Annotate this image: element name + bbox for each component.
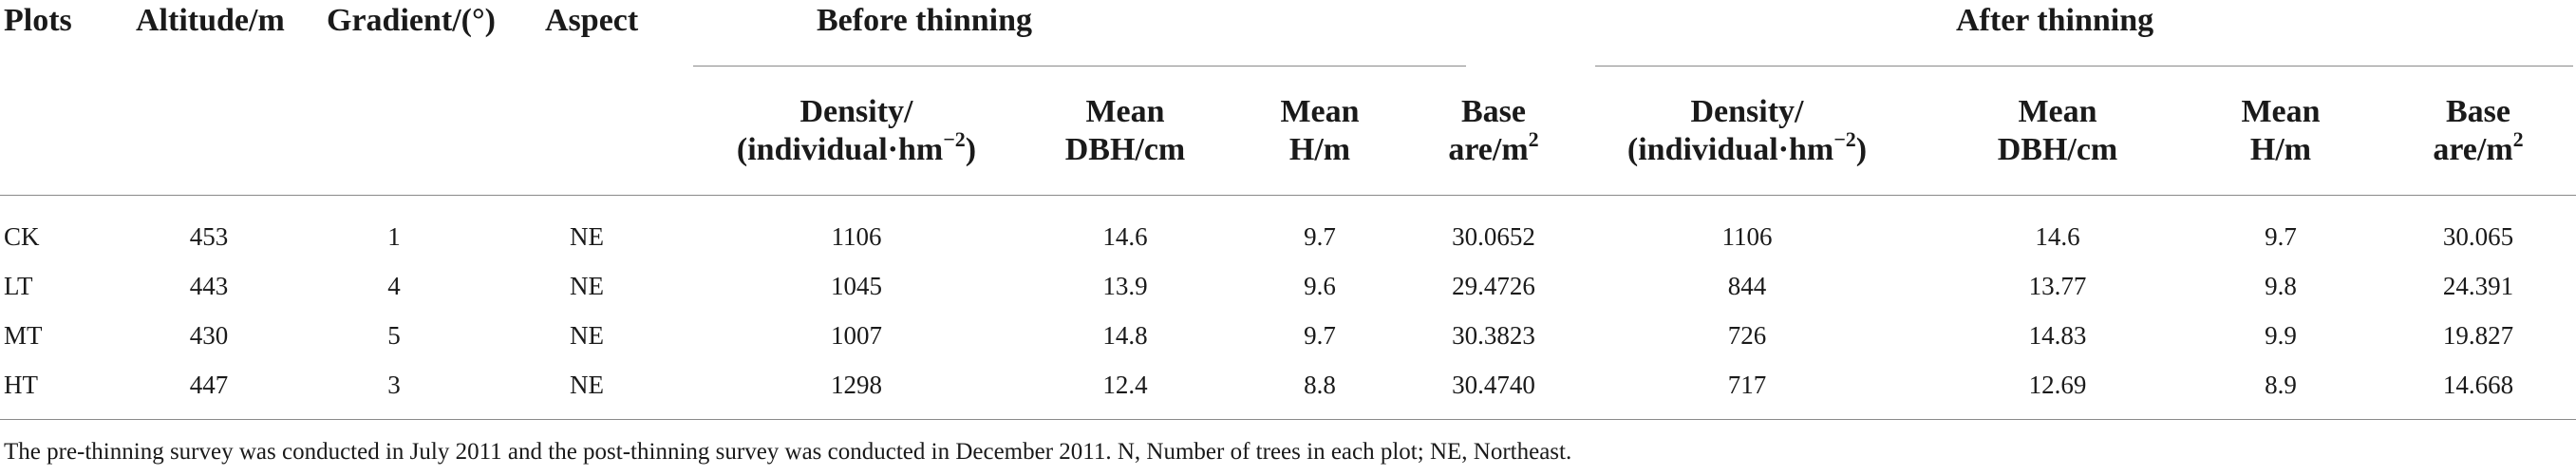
table-cell-after-h: 9.9 xyxy=(2265,321,2297,350)
table-cell-before-base: 30.3823 xyxy=(1452,321,1535,350)
header-before-mean-dbh: Mean DBH/cm xyxy=(1064,94,1186,167)
table-cell-before-dbh: 13.9 xyxy=(1102,272,1148,300)
table-cell-aspect: NE xyxy=(570,321,604,350)
table-cell-after-base: 19.827 xyxy=(2442,321,2514,350)
header-after-density: Density/ (individual·hm−2) xyxy=(1626,94,1868,167)
table-cell-after-dbh: 14.6 xyxy=(2035,222,2080,251)
header-altitude: Altitude/m xyxy=(136,3,285,38)
table-cell-after-base: 24.391 xyxy=(2442,272,2514,300)
header-before-base-area: Base are/m2 xyxy=(1448,94,1539,167)
table-cell-after-density: 1106 xyxy=(1721,222,1773,251)
header-before-thinning: Before thinning xyxy=(817,3,1033,38)
table-cell-after-dbh: 14.83 xyxy=(2028,321,2087,350)
table-cell-altitude: 447 xyxy=(189,371,229,399)
table-cell-after-density: 726 xyxy=(1727,321,1767,350)
header-before-density: Density/ (individual·hm−2) xyxy=(714,93,999,169)
table-cell-before-base: 30.0652 xyxy=(1452,222,1535,251)
table-cell-before-dbh: 14.8 xyxy=(1102,321,1148,350)
header-bottom-rule xyxy=(0,195,2576,196)
header-plots: Plots xyxy=(4,3,72,38)
table-cell-gradient: 1 xyxy=(387,222,401,251)
table-cell-gradient: 4 xyxy=(387,272,401,300)
after-group-rule xyxy=(1595,66,2573,67)
table-bottom-rule xyxy=(0,419,2576,420)
table-cell-before-density: 1045 xyxy=(831,272,882,300)
table-cell-before-h: 9.7 xyxy=(1304,222,1336,251)
table-cell-before-h: 8.8 xyxy=(1304,371,1336,399)
table-cell-before-h: 9.6 xyxy=(1304,272,1336,300)
table-cell-after-dbh: 12.69 xyxy=(2028,371,2087,399)
table-cell-altitude: 443 xyxy=(189,272,229,300)
table-cell-before-density: 1007 xyxy=(831,321,882,350)
table-cell-before-dbh: 14.6 xyxy=(1102,222,1148,251)
table-cell-gradient: 3 xyxy=(387,371,401,399)
table-cell-altitude: 430 xyxy=(189,321,229,350)
table-cell-after-dbh: 13.77 xyxy=(2028,272,2087,300)
table-cell-after-h: 9.8 xyxy=(2265,272,2297,300)
table-cell-after-density: 844 xyxy=(1727,272,1767,300)
table-cell-after-base: 30.065 xyxy=(2442,222,2514,251)
table-cell-aspect: NE xyxy=(570,222,604,251)
table-cell-after-h: 9.7 xyxy=(2265,222,2297,251)
table-cell-after-density: 717 xyxy=(1727,371,1767,399)
table-cell-before-dbh: 12.4 xyxy=(1102,371,1148,399)
table-cell-before-density: 1106 xyxy=(831,222,882,251)
table-cell-before-base: 30.4740 xyxy=(1452,371,1535,399)
header-aspect: Aspect xyxy=(545,3,639,38)
table-cell-before-h: 9.7 xyxy=(1304,321,1336,350)
table-cell-plot: MT xyxy=(4,321,43,350)
table-cell-before-base: 29.4726 xyxy=(1452,272,1535,300)
header-after-base-area: Base are/m2 xyxy=(2433,94,2524,167)
header-after-thinning: After thinning xyxy=(1956,3,2154,38)
table-cell-plot: LT xyxy=(4,272,33,300)
table-footnote: The pre-thinning survey was conducted in… xyxy=(4,439,1572,465)
table-cell-after-h: 8.9 xyxy=(2265,371,2297,399)
table-cell-altitude: 453 xyxy=(189,222,229,251)
table-cell-plot: HT xyxy=(4,371,38,399)
header-before-mean-h: Mean H/m xyxy=(1280,94,1360,167)
header-after-mean-dbh: Mean DBH/cm xyxy=(1997,94,2118,167)
density-line2: (individual·hm−2) xyxy=(736,126,977,167)
before-group-rule xyxy=(693,66,1466,67)
table-cell-aspect: NE xyxy=(570,371,604,399)
header-after-mean-h: Mean H/m xyxy=(2241,94,2321,167)
table-cell-gradient: 5 xyxy=(387,321,401,350)
table-cell-aspect: NE xyxy=(570,272,604,300)
table-cell-before-density: 1298 xyxy=(831,371,882,399)
table-cell-plot: CK xyxy=(4,222,40,251)
table-cell-after-base: 14.668 xyxy=(2442,371,2514,399)
header-gradient: Gradient/(°) xyxy=(327,3,496,38)
density-line1: Density/ xyxy=(799,94,913,129)
